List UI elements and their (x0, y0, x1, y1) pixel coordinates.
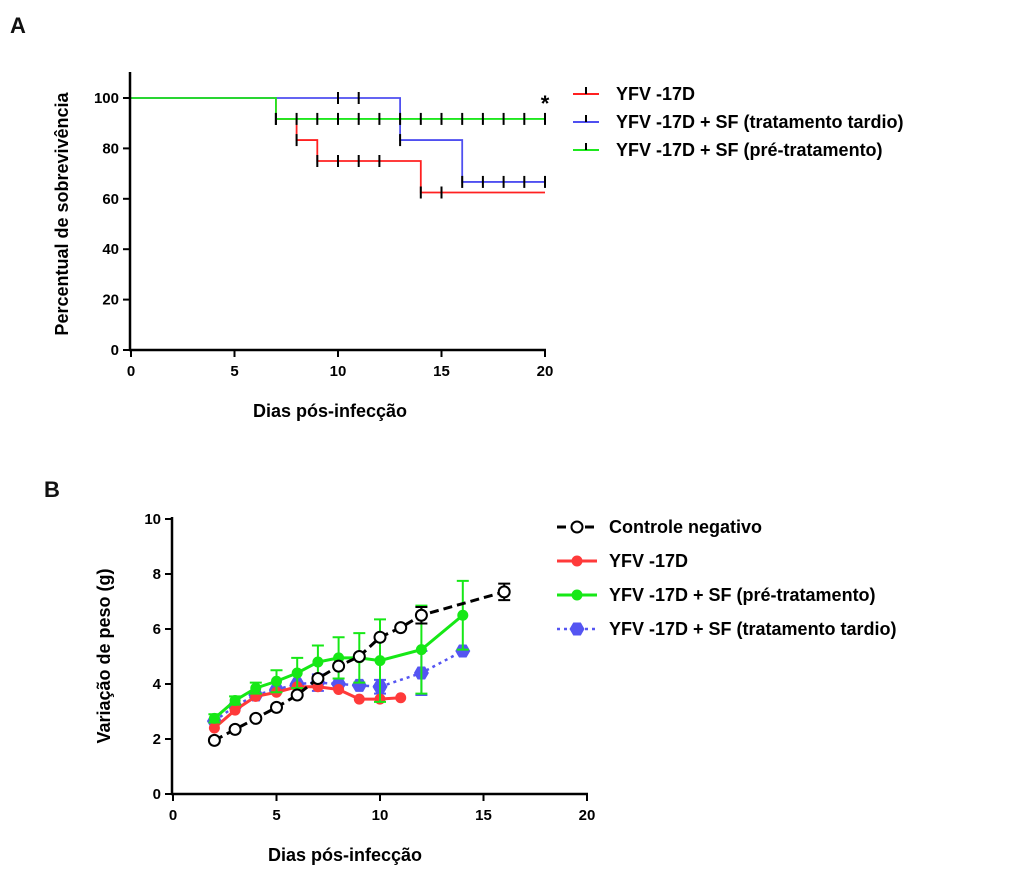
data-point (374, 655, 386, 667)
survival-legend: YFV -17D YFV -17D + SF (tratamento tardio… (573, 84, 904, 160)
data-point (457, 609, 469, 621)
survival-y-tick-label: 20 (102, 292, 119, 309)
legend-label: YFV -17D (616, 84, 695, 104)
weight-y-tick-label: 0 (153, 786, 161, 803)
weight-y-tick-label: 2 (153, 731, 161, 748)
data-point (311, 672, 325, 685)
data-point (415, 644, 427, 656)
survival-y-ticks: 0 20 40 60 80 100 (94, 90, 130, 359)
survival-y-tick-label: 60 (102, 191, 119, 208)
legend-swatch-marker (570, 520, 584, 534)
survival-x-tick-label: 20 (537, 363, 554, 380)
legend-label: YFV -17D + SF (tratamento tardio) (616, 112, 904, 132)
data-point (229, 704, 241, 716)
data-point (207, 733, 221, 747)
weight-legend: Controle negativo YFV -17D YFV -17D + SF (… (557, 517, 897, 639)
data-point (270, 700, 283, 714)
data-point (208, 712, 220, 724)
weight-series-group (206, 579, 511, 747)
data-point (373, 630, 387, 644)
weight-series-0 (207, 582, 511, 747)
data-point (352, 650, 366, 663)
data-point (291, 667, 303, 679)
data-point (312, 656, 324, 668)
survival-y-tick-label: 80 (102, 140, 119, 157)
survival-curve-2 (131, 97, 545, 120)
legend-swatch-marker (569, 622, 585, 636)
legend-label: YFV -17D (609, 551, 688, 571)
survival-x-tick-label: 5 (230, 363, 238, 380)
data-point (332, 659, 346, 673)
legend-swatch-marker (571, 589, 583, 601)
survival-x-axis-title: Dias pós-infecção (253, 401, 407, 421)
data-point (229, 695, 241, 706)
weight-y-tick-label: 4 (153, 676, 162, 693)
survival-series-group (131, 92, 546, 199)
survival-x-tick-label: 15 (433, 363, 450, 380)
panel-b-letter: B (44, 477, 60, 502)
data-point (208, 722, 220, 734)
weight-x-tick-label: 0 (169, 807, 177, 824)
legend-label: YFV -17D + SF (tratamento tardio) (609, 619, 897, 639)
panel-b-weight-chart: B 0 5 10 15 20 0 2 4 6 8 10 Dias pós-infecção Var… (44, 477, 897, 865)
weight-y-ticks: 0 2 4 6 8 10 (144, 511, 172, 803)
data-point (271, 675, 282, 687)
legend-label: YFV -17D + SF (pré-tratamento) (609, 585, 876, 605)
survival-x-tick-label: 10 (330, 363, 347, 380)
weight-y-tick-label: 6 (153, 621, 161, 638)
data-point (497, 585, 511, 599)
data-point (228, 722, 242, 736)
data-point (290, 688, 304, 702)
legend-swatch-marker (571, 555, 583, 567)
survival-x-ticks: 0 5 10 15 20 (127, 350, 554, 380)
legend-label: Controle negativo (609, 517, 762, 537)
weight-y-tick-label: 8 (153, 566, 161, 583)
data-point (333, 684, 345, 695)
data-point (455, 644, 471, 658)
data-point (394, 621, 408, 635)
weight-line (213, 685, 401, 730)
survival-curve-1 (131, 97, 545, 183)
data-point (414, 608, 428, 622)
data-point (395, 692, 407, 704)
weight-y-tick-label: 10 (144, 511, 161, 528)
survival-x-tick-label: 0 (127, 363, 135, 380)
panel-a-survival-chart: A 0 5 10 15 20 0 20 40 60 80 100 Dias pós-infecçã… (10, 13, 904, 421)
weight-x-tick-label: 10 (372, 807, 389, 824)
data-point (249, 711, 263, 725)
survival-y-tick-label: 0 (111, 342, 119, 359)
weight-y-axis-title: Variação de peso (g) (94, 568, 114, 743)
data-point (250, 682, 262, 694)
significance-asterisk: * (541, 91, 550, 116)
weight-x-axis-title: Dias pós-infecção (268, 845, 422, 865)
weight-x-tick-label: 15 (475, 807, 492, 824)
weight-x-tick-label: 5 (272, 807, 280, 824)
legend-label: YFV -17D + SF (pré-tratamento) (616, 140, 883, 160)
panel-a-letter: A (10, 13, 26, 38)
weight-x-ticks: 0 5 10 15 20 (169, 794, 596, 824)
data-point (353, 693, 365, 705)
weight-x-tick-label: 20 (579, 807, 596, 824)
survival-y-tick-label: 100 (94, 90, 119, 107)
survival-y-tick-label: 40 (102, 241, 119, 258)
survival-y-axis-title: Percentual de sobrevivência (52, 91, 72, 335)
